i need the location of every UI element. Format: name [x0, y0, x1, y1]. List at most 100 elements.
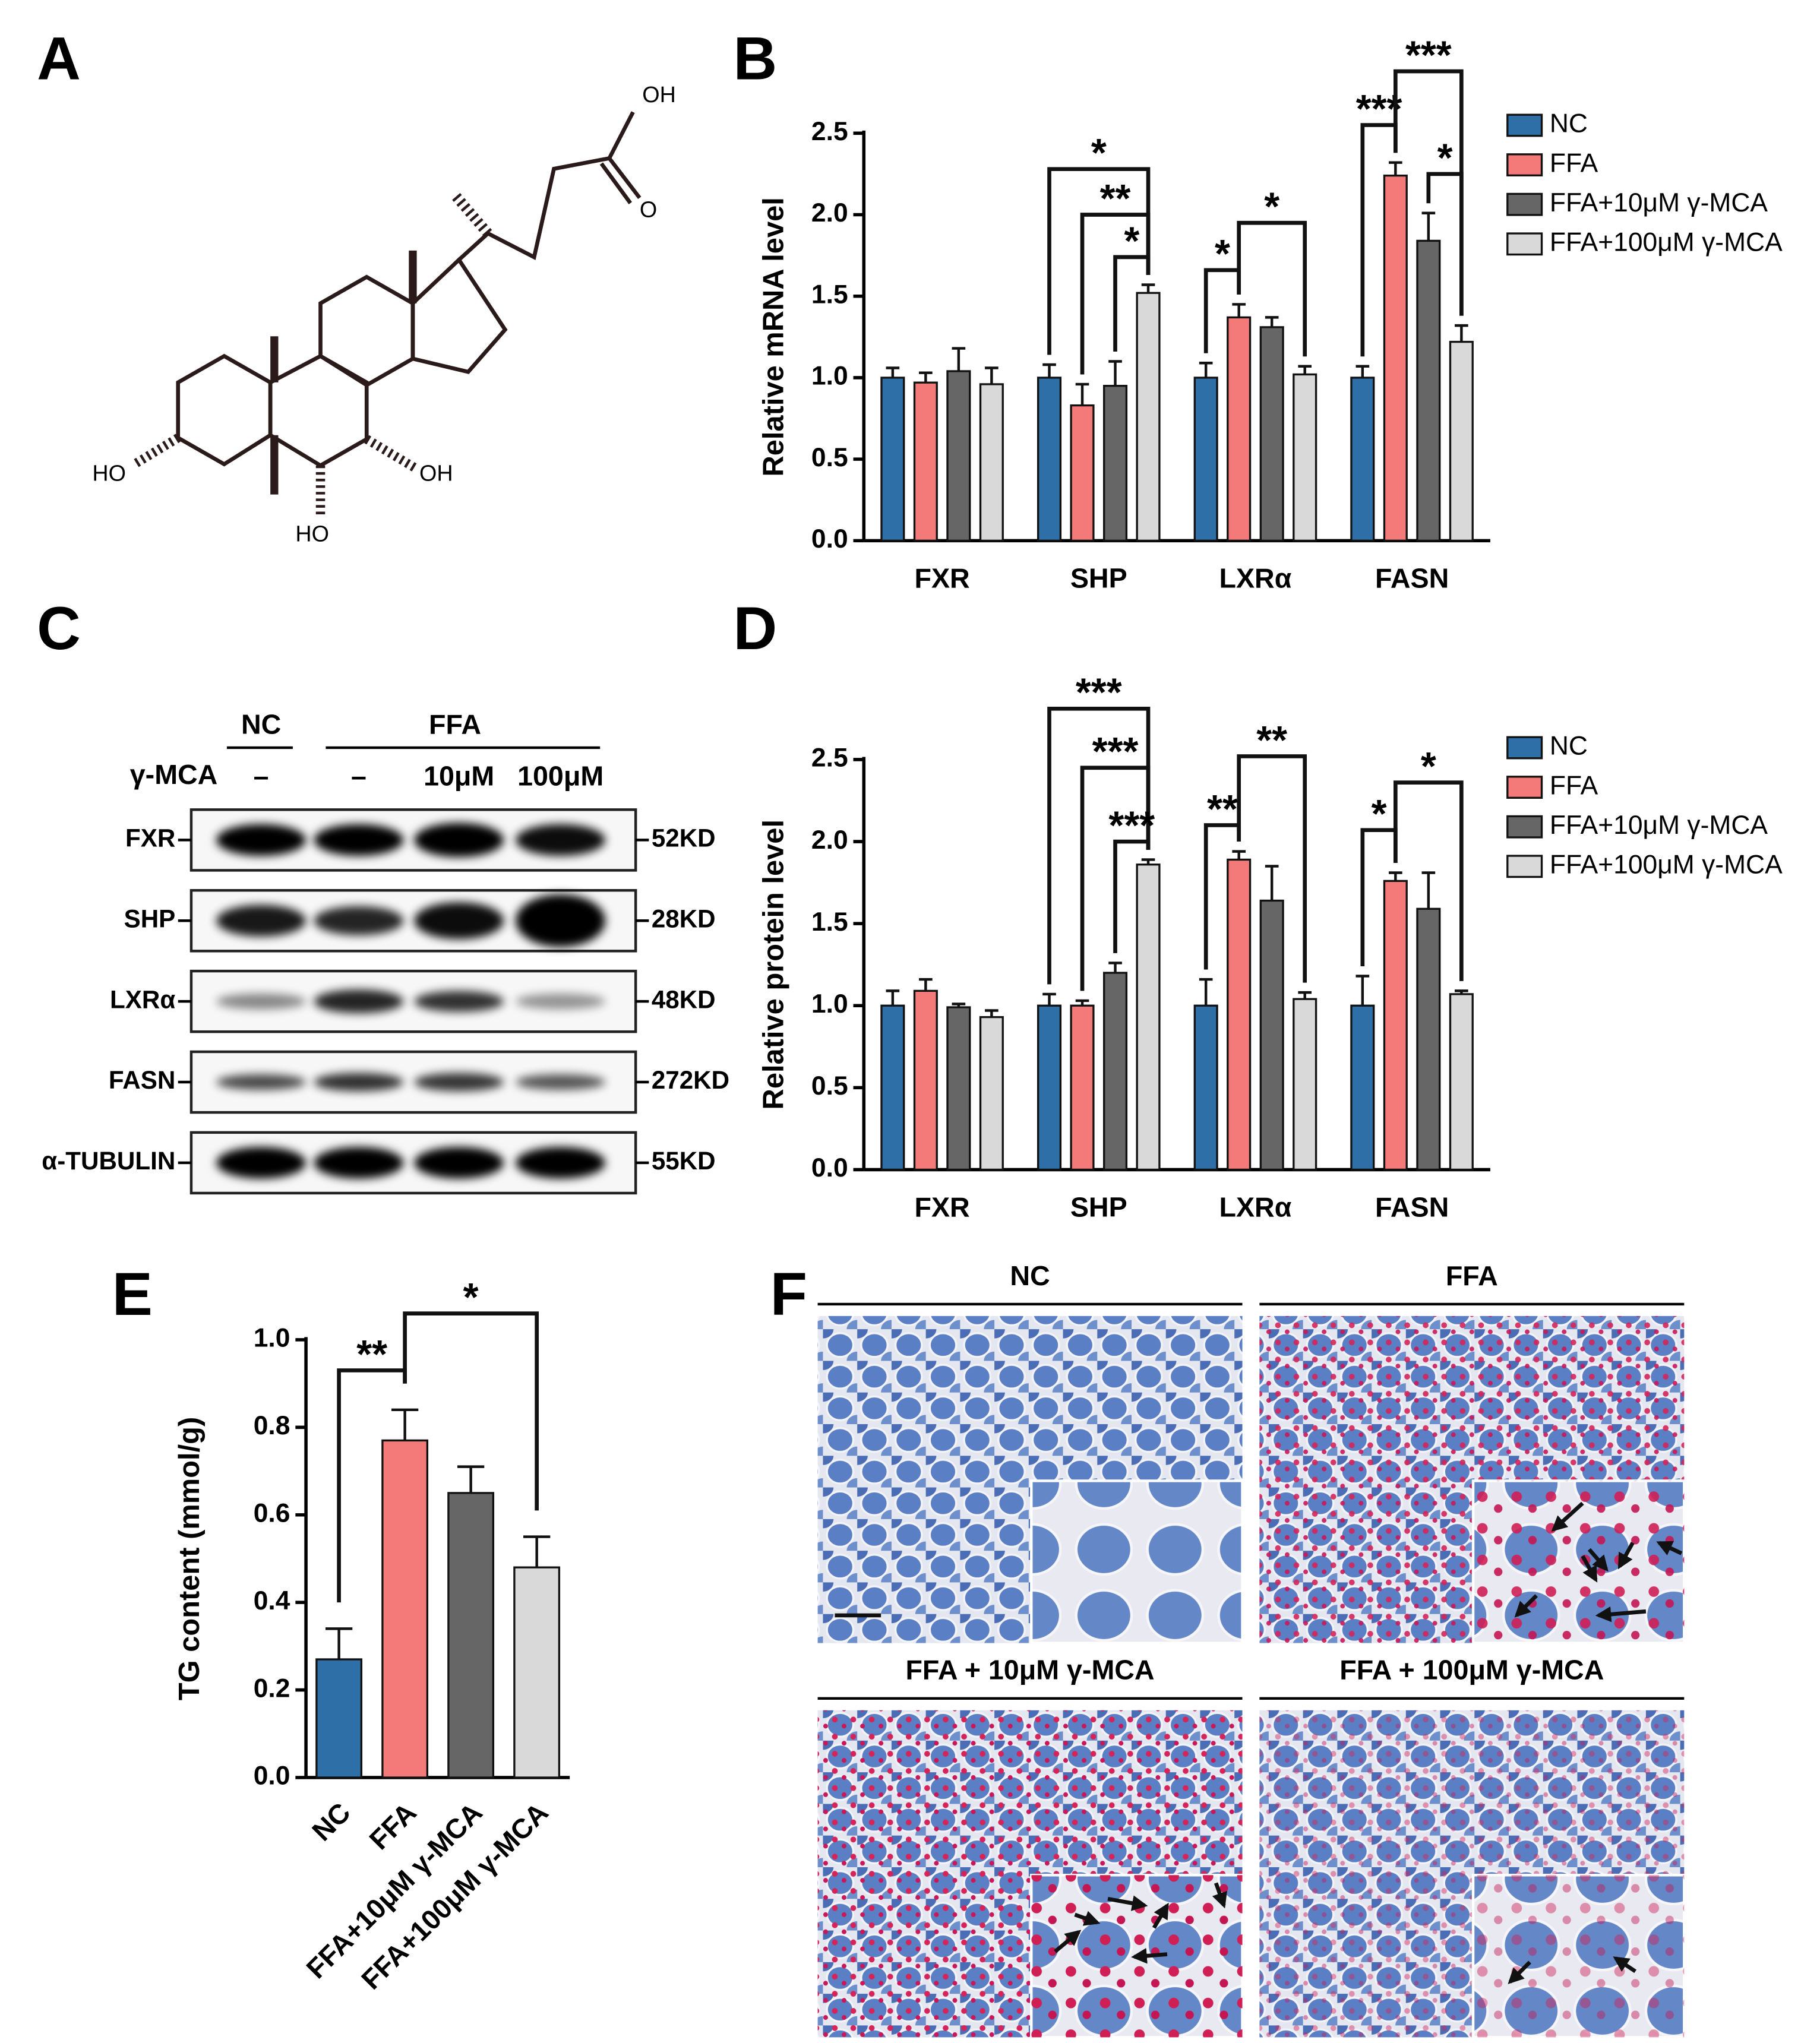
- y-tick-label: 1.5: [811, 907, 848, 937]
- bar: [447, 1492, 495, 1779]
- legend-label: NC: [1550, 109, 1588, 138]
- error-bar: [952, 347, 966, 371]
- significance-label: **: [1256, 719, 1287, 763]
- bar: [1293, 998, 1317, 1171]
- significance-label: ***: [1108, 804, 1155, 847]
- y-tick-label: 0.4: [254, 1586, 290, 1615]
- x-tick-label: FASN: [1375, 1191, 1449, 1222]
- y-tick-label: 0.8: [254, 1411, 290, 1440]
- band: [414, 1073, 504, 1092]
- error-bar: [952, 1002, 966, 1008]
- band: [314, 989, 404, 1014]
- size-label: 272KD: [652, 1066, 729, 1094]
- error-bar: [1355, 975, 1370, 1006]
- atom-label: O: [640, 197, 657, 222]
- error-bar: [1298, 365, 1312, 375]
- y-tick-label: 2.5: [811, 117, 848, 146]
- bar: [1136, 864, 1161, 1171]
- error-bar: [985, 366, 999, 384]
- y-tick-label: 0.0: [254, 1761, 290, 1791]
- bar: [1383, 880, 1408, 1171]
- inset-lipid: [1473, 1875, 1685, 2038]
- error-bar: [985, 1009, 999, 1017]
- arrow: [1551, 1501, 1584, 1532]
- band: [216, 824, 307, 856]
- treatment: –: [351, 760, 366, 791]
- y-axis-label: Relative protein level: [757, 820, 789, 1109]
- error-bar: [1389, 871, 1402, 881]
- bar: [880, 377, 905, 542]
- bar: [1416, 239, 1441, 542]
- significance-label: *: [1091, 131, 1107, 175]
- bar: [1416, 907, 1441, 1171]
- legend-swatch: [1506, 153, 1543, 177]
- arrow: [1054, 1930, 1082, 1953]
- legend-label: FFA+100μM γ-MCA: [1550, 850, 1783, 880]
- arrow: [1131, 1947, 1168, 1964]
- y-tick-label: 0.5: [811, 443, 848, 472]
- significance-bracket: [1426, 172, 1464, 316]
- band: [414, 1147, 504, 1179]
- significance-label: *: [1264, 185, 1279, 229]
- y-tick-label: 0.0: [811, 524, 848, 554]
- error-bar: [886, 366, 900, 378]
- legend-swatch: [1506, 736, 1543, 760]
- bar: [1293, 373, 1317, 542]
- significance-bracket: [403, 1311, 539, 1511]
- image-title: FFA + 10μM γ-MCA: [905, 1655, 1154, 1685]
- significance-label: ***: [1405, 33, 1452, 77]
- protein-label: FXR: [125, 824, 175, 852]
- treatment-label: γ-MCA: [130, 759, 218, 790]
- band: [216, 1074, 307, 1090]
- arrow: [1508, 1960, 1531, 1984]
- atom-label: OH: [419, 460, 453, 485]
- y-tick-label: 0.5: [811, 1071, 848, 1100]
- x-tick-label: FXR: [915, 562, 970, 593]
- significance-label: **: [1100, 177, 1131, 221]
- bar: [880, 1004, 905, 1171]
- error-bar: [1199, 978, 1213, 1006]
- y-tick-label: 0.6: [254, 1498, 290, 1527]
- panel-label: F: [770, 1260, 807, 1328]
- bar: [946, 1006, 971, 1171]
- band: [516, 1147, 606, 1179]
- error-bar: [1421, 871, 1436, 909]
- band: [516, 993, 606, 1010]
- bar: [1070, 1004, 1095, 1171]
- y-axis-label: Relative mRNA level: [757, 197, 789, 476]
- error-bar: [919, 371, 933, 383]
- significance-label: **: [356, 1333, 387, 1377]
- treatment: –: [254, 760, 269, 791]
- protein-label: SHP: [124, 905, 176, 932]
- error-bar: [1042, 363, 1056, 378]
- y-tick-label: 2.0: [811, 826, 848, 855]
- y-tick-label: 1.0: [254, 1324, 290, 1353]
- band: [314, 824, 404, 856]
- error-bar: [886, 989, 900, 1006]
- y-tick-label: 0.2: [254, 1674, 290, 1703]
- significance-label: *: [1421, 745, 1436, 789]
- structure: [132, 111, 642, 518]
- arrow: [1617, 1542, 1635, 1570]
- error-bar: [1108, 360, 1122, 386]
- legend-swatch: [1506, 113, 1543, 137]
- error-bar: [1141, 283, 1155, 293]
- error-bar: [1455, 324, 1468, 342]
- error-bar: [1199, 362, 1213, 378]
- error-bar: [1421, 211, 1436, 241]
- significance-label: ***: [1092, 730, 1139, 774]
- treatment: 100μM: [517, 760, 603, 791]
- bar: [1102, 972, 1128, 1171]
- bar: [1259, 899, 1284, 1171]
- image-title: FFA: [1446, 1260, 1498, 1291]
- y-tick-label: 2.5: [811, 744, 848, 773]
- band: [216, 993, 307, 1010]
- group-label: FFA: [429, 709, 481, 740]
- arrow: [1107, 1895, 1148, 1911]
- band: [216, 1147, 307, 1179]
- x-tick-label: FFA: [364, 1797, 422, 1855]
- error-bar: [1075, 382, 1089, 406]
- legend-swatch: [1506, 776, 1543, 799]
- legend-label: FFA+10μM γ-MCA: [1550, 811, 1768, 840]
